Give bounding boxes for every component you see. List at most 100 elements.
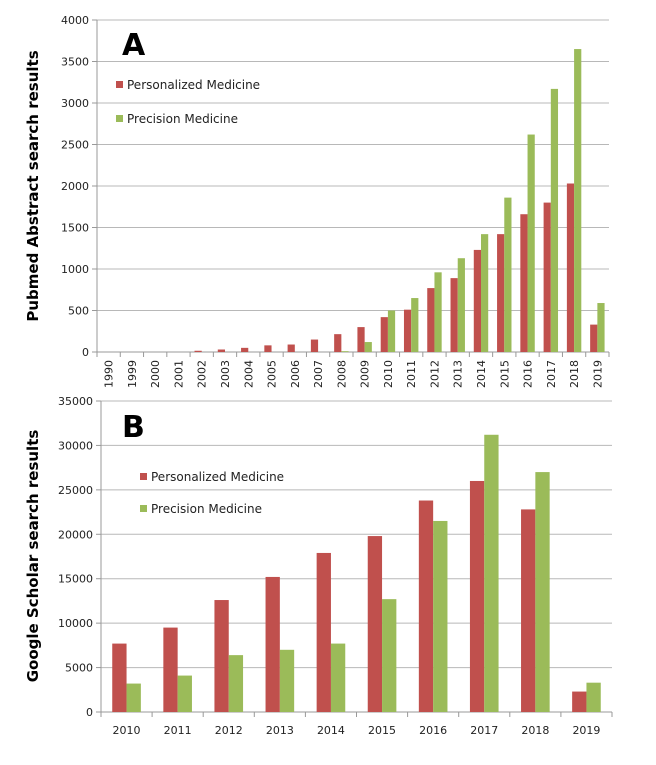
bar-personalized-medicine-2010 (112, 643, 127, 712)
y-tick-label: 10000 (58, 617, 93, 630)
bar-personalized-medicine-2003 (217, 349, 225, 352)
x-tick-label: 2017 (470, 724, 498, 737)
x-tick-label: 2006 (289, 360, 302, 388)
legend-label: Precision Medicine (127, 112, 238, 126)
bar-precision-medicine-2011 (411, 298, 419, 352)
bar-personalized-medicine-2016 (418, 500, 434, 712)
bar-personalized-medicine-2013 (450, 278, 458, 352)
legend-swatch-personalized-medicine (140, 473, 147, 480)
bar-precision-medicine-2014 (481, 234, 489, 352)
bar-precision-medicine-2010 (387, 310, 396, 352)
x-tick-label: 1999 (126, 360, 139, 388)
x-tick-label: 2018 (521, 724, 549, 737)
x-tick-label: 2019 (591, 360, 604, 388)
x-tick-label: 2019 (572, 724, 600, 737)
bar-personalized-medicine-2017 (543, 202, 551, 352)
bar-precision-medicine-2019 (597, 303, 605, 352)
y-tick-label: 2500 (61, 139, 89, 152)
bar-precision-medicine-2015 (504, 197, 512, 352)
x-tick-label: 2003 (219, 360, 232, 388)
x-tick-label: 2015 (368, 724, 396, 737)
y-tick-label: 0 (86, 706, 93, 719)
bar-precision-medicine-2010 (126, 683, 141, 712)
x-tick-label: 2009 (359, 360, 372, 388)
y-tick-label: 3000 (61, 97, 89, 110)
x-tick-label: 2011 (405, 360, 418, 388)
y-axis-title: Google Scholar search results (24, 430, 42, 683)
bar-precision-medicine-2017 (550, 88, 559, 352)
bar-personalized-medicine-2015 (497, 234, 505, 352)
bar-precision-medicine-2018 (574, 49, 582, 353)
legend-swatch-personalized-medicine (116, 81, 123, 88)
x-tick-label: 2011 (164, 724, 192, 737)
bar-personalized-medicine-2017 (469, 480, 485, 712)
bar-precision-medicine-2019 (586, 682, 601, 712)
y-tick-label: 2000 (61, 180, 89, 193)
legend-swatch-precision-medicine (116, 115, 123, 122)
legend: Personalized Medicine Precision Medicine (140, 470, 284, 516)
x-tick-label: 2000 (149, 360, 162, 388)
x-tick-label: 2016 (522, 360, 535, 388)
bar-personalized-medicine-2018 (521, 509, 536, 712)
y-tick-label: 30000 (58, 439, 93, 452)
x-tick-label: 2017 (545, 360, 558, 388)
bar-precision-medicine-2011 (177, 675, 192, 712)
x-tick-label: 2010 (113, 724, 141, 737)
x-tick-label: 2014 (317, 724, 345, 737)
x-tick-label: 2008 (335, 360, 348, 388)
bar-precision-medicine-2018 (535, 472, 550, 712)
bar-precision-medicine-2016 (433, 520, 448, 712)
x-tick-label: 2012 (428, 360, 441, 388)
bar-precision-medicine-2013 (457, 258, 465, 352)
chart-panel-a: 0 500 1000 1500 2000 2500 3000 3500 4000 1990 1999… (24, 14, 610, 388)
bar-precision-medicine-2016 (527, 134, 535, 352)
y-tick-label: 15000 (58, 573, 93, 586)
bar-personalized-medicine-2007 (310, 339, 319, 352)
x-tick-label: 2013 (452, 360, 465, 388)
bar-personalized-medicine-2011 (403, 309, 412, 352)
x-tick-label: 2018 (568, 360, 581, 388)
legend-label: Personalized Medicine (127, 78, 260, 92)
y-tick-label: 5000 (65, 662, 93, 675)
bar-precision-medicine-2012 (434, 272, 442, 352)
legend-label: Precision Medicine (151, 502, 262, 516)
bar-personalized-medicine-2014 (473, 249, 481, 352)
bar-personalized-medicine-2019 (572, 691, 587, 712)
bar-personalized-medicine-2012 (214, 600, 229, 712)
bar-personalized-medicine-2013 (265, 576, 280, 712)
bar-personalized-medicine-2004 (241, 347, 249, 352)
bar-personalized-medicine-2008 (334, 334, 342, 352)
bar-personalized-medicine-2018 (566, 183, 575, 352)
x-tick-label: 2012 (215, 724, 243, 737)
bar-personalized-medicine-2016 (520, 214, 528, 352)
y-tick-label: 3500 (61, 56, 89, 69)
bar-precision-medicine-2009 (364, 342, 372, 352)
bar-personalized-medicine-2011 (163, 627, 178, 712)
bar-personalized-medicine-2014 (316, 552, 331, 712)
bar-personalized-medicine-2005 (264, 345, 272, 352)
y-tick-label: 0 (82, 346, 89, 359)
legend-label: Personalized Medicine (151, 470, 284, 484)
bar-personalized-medicine-2010 (380, 317, 388, 352)
bar-personalized-medicine-2015 (367, 536, 383, 712)
bar-precision-medicine-2013 (279, 649, 295, 712)
panel-label: B (122, 410, 145, 445)
legend: Personalized Medicine Precision Medicine (116, 78, 260, 126)
x-tick-label: 2016 (419, 724, 447, 737)
bar-precision-medicine-2015 (382, 599, 397, 712)
y-tick-label: 35000 (58, 395, 93, 408)
bar-personalized-medicine-2012 (427, 288, 435, 352)
bar-precision-medicine-2017 (484, 434, 499, 712)
x-tick-label: 2015 (498, 360, 511, 388)
x-tick-label: 2002 (196, 360, 209, 388)
y-tick-label: 25000 (58, 484, 93, 497)
y-tick-label: 1000 (61, 263, 89, 276)
x-tick-label: 2001 (172, 360, 185, 388)
y-axis-title: Pubmed Abstract search results (24, 50, 42, 321)
y-tick-label: 500 (68, 305, 89, 318)
x-tick-label: 2005 (266, 360, 279, 388)
x-tick-label: 2004 (242, 360, 255, 388)
x-tick-label: 1990 (103, 360, 116, 388)
bar-personalized-medicine-2006 (287, 344, 295, 352)
